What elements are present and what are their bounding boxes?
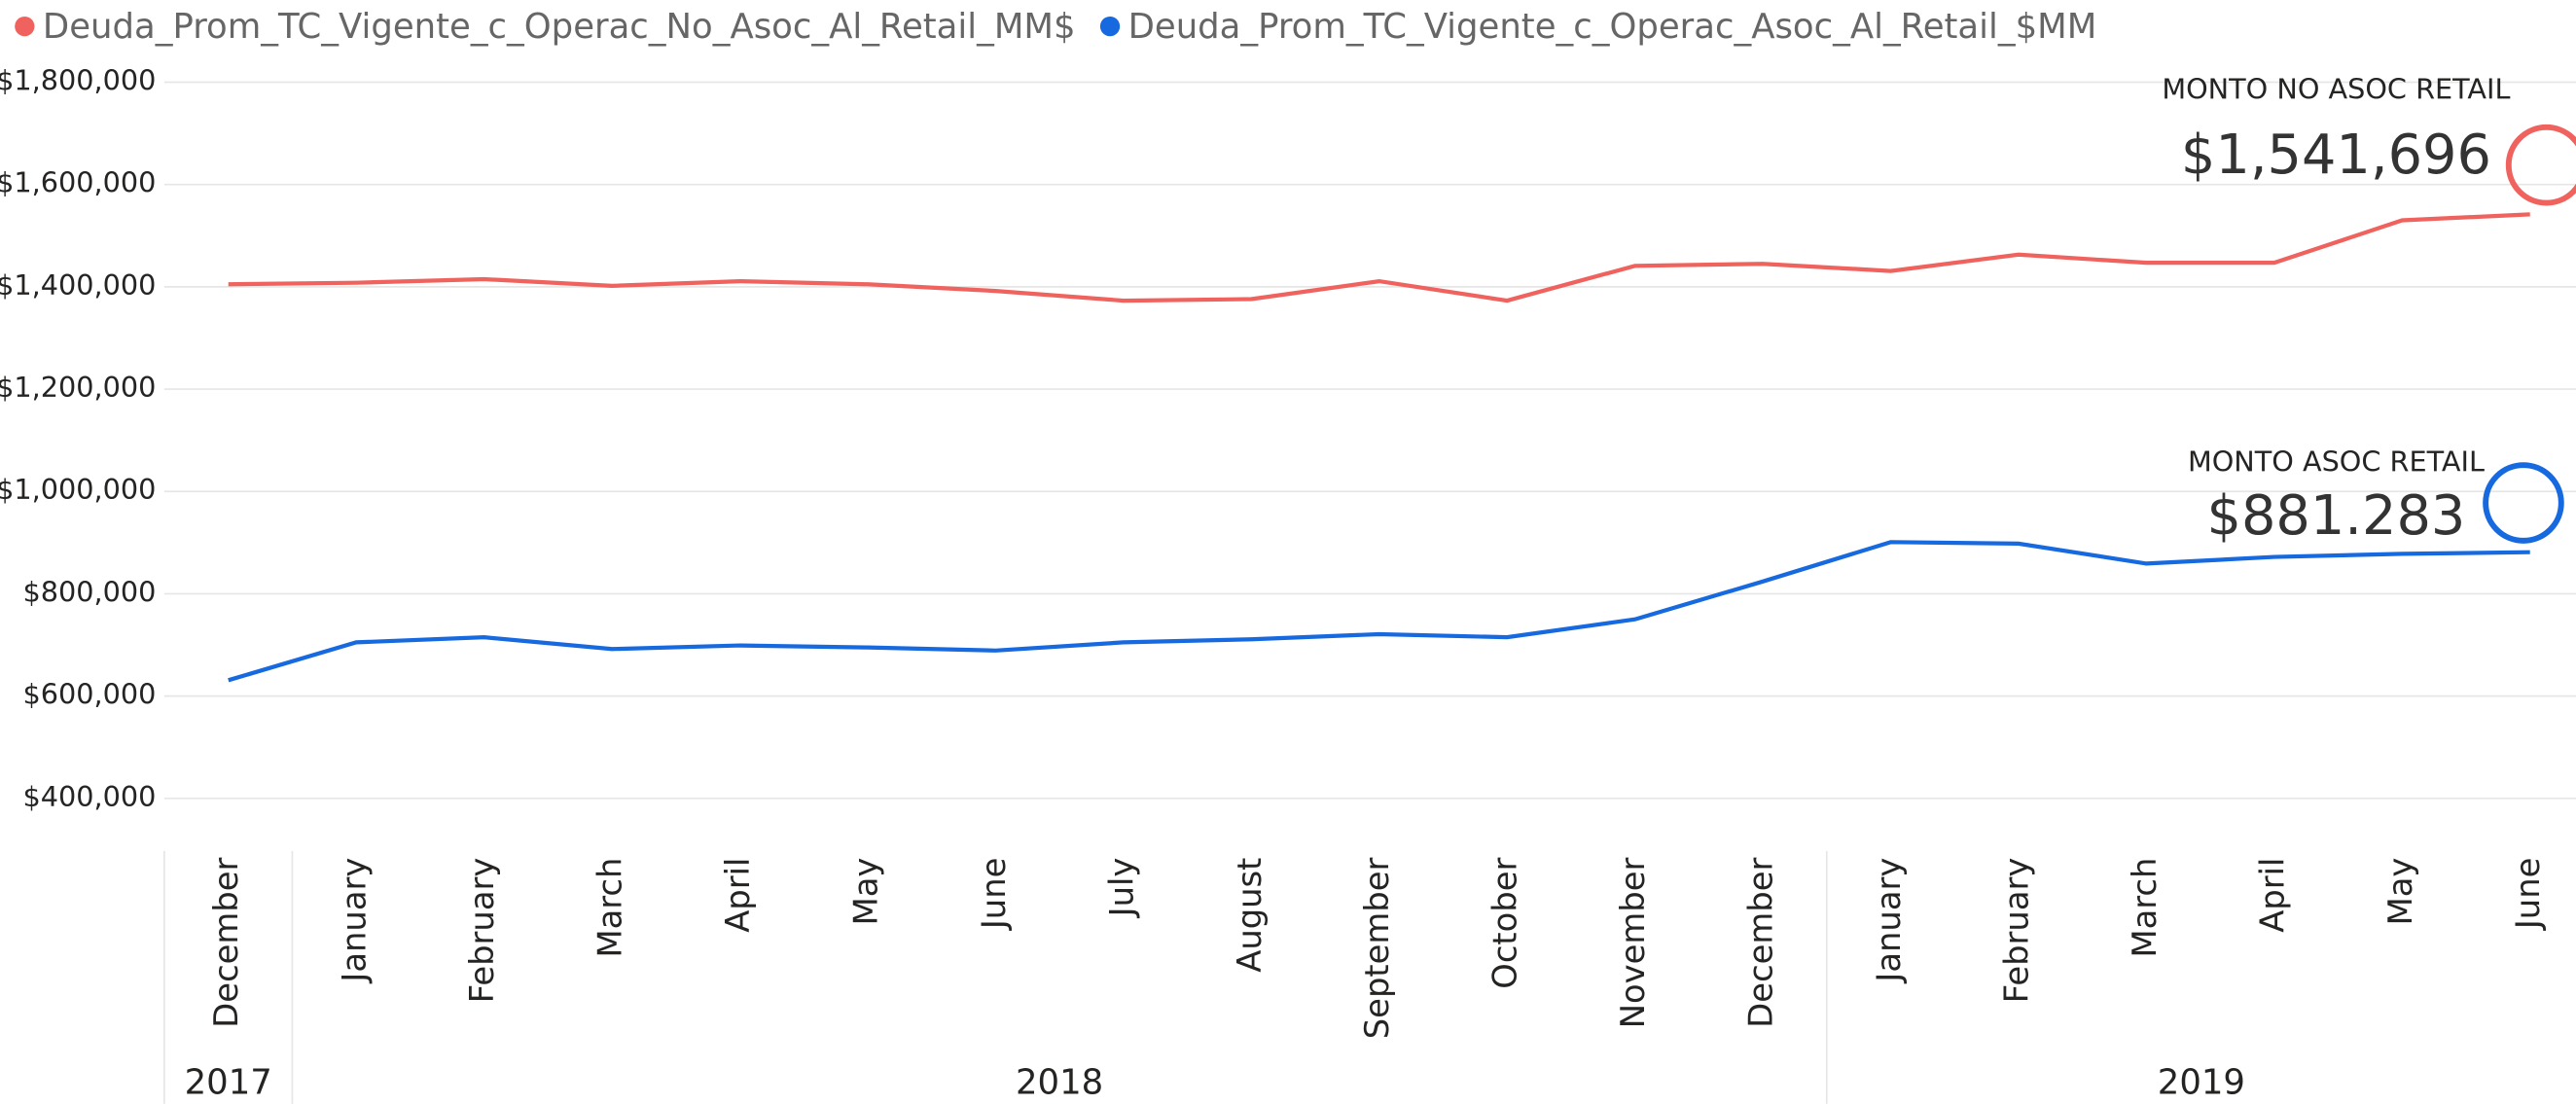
x-tick-label: January (1870, 858, 1908, 984)
x-tick-label: March (2126, 858, 2164, 958)
x-group-label: 2018 (1016, 1063, 1103, 1103)
legend-dot (15, 16, 35, 37)
y-tick-label: $600,000 (23, 678, 157, 711)
x-tick-label: August (1231, 858, 1269, 973)
x-tick-label: April (719, 858, 757, 933)
x-tick-label: March (591, 858, 629, 958)
x-tick-label: July (1102, 858, 1140, 919)
y-tick-label: $1,600,000 (0, 166, 156, 199)
legend-dot (1099, 16, 1121, 37)
series-line (228, 212, 2530, 303)
x-tick-label: April (2253, 858, 2291, 933)
y-tick-label: $1,200,000 (0, 371, 156, 404)
x-tick-label: May (846, 858, 884, 926)
x-tick-label: February (1997, 858, 2035, 1004)
x-tick-label: December (207, 857, 245, 1027)
x-tick-label: November (1614, 857, 1652, 1028)
x-tick-label: June (2509, 858, 2547, 932)
x-tick-label: October (1486, 858, 1524, 989)
x-tick-label: December (1742, 857, 1780, 1027)
annotation-title: MONTO ASOC RETAIL (2188, 445, 2485, 478)
annotation-title: MONTO NO ASOC RETAIL (2162, 73, 2510, 106)
end-marker (2483, 462, 2564, 544)
y-tick-label: $1,000,000 (0, 473, 156, 506)
end-marker (2505, 124, 2576, 206)
x-tick-label: June (975, 858, 1013, 932)
legend-label: Deuda_Prom_TC_Vigente_c_Operac_Asoc_Al_R… (1128, 7, 2097, 47)
x-group-label: 2019 (2158, 1063, 2245, 1103)
y-tick-label: $400,000 (23, 780, 157, 813)
legend-label: Deuda_Prom_TC_Vigente_c_Operac_No_Asoc_A… (43, 7, 1076, 47)
x-tick-label: February (463, 858, 501, 1004)
y-tick-label: $800,000 (23, 575, 157, 608)
x-tick-label: January (336, 858, 374, 984)
x-tick-label: May (2381, 858, 2419, 926)
x-group-label: 2017 (185, 1063, 272, 1103)
x-tick-label: September (1358, 858, 1396, 1040)
annotation-value: $1,541,696 (2181, 124, 2491, 187)
y-tick-label: $1,400,000 (0, 268, 156, 302)
series-line (228, 540, 2530, 683)
annotation-value: $881.283 (2207, 484, 2466, 548)
y-tick-label: $1,800,000 (0, 64, 156, 97)
